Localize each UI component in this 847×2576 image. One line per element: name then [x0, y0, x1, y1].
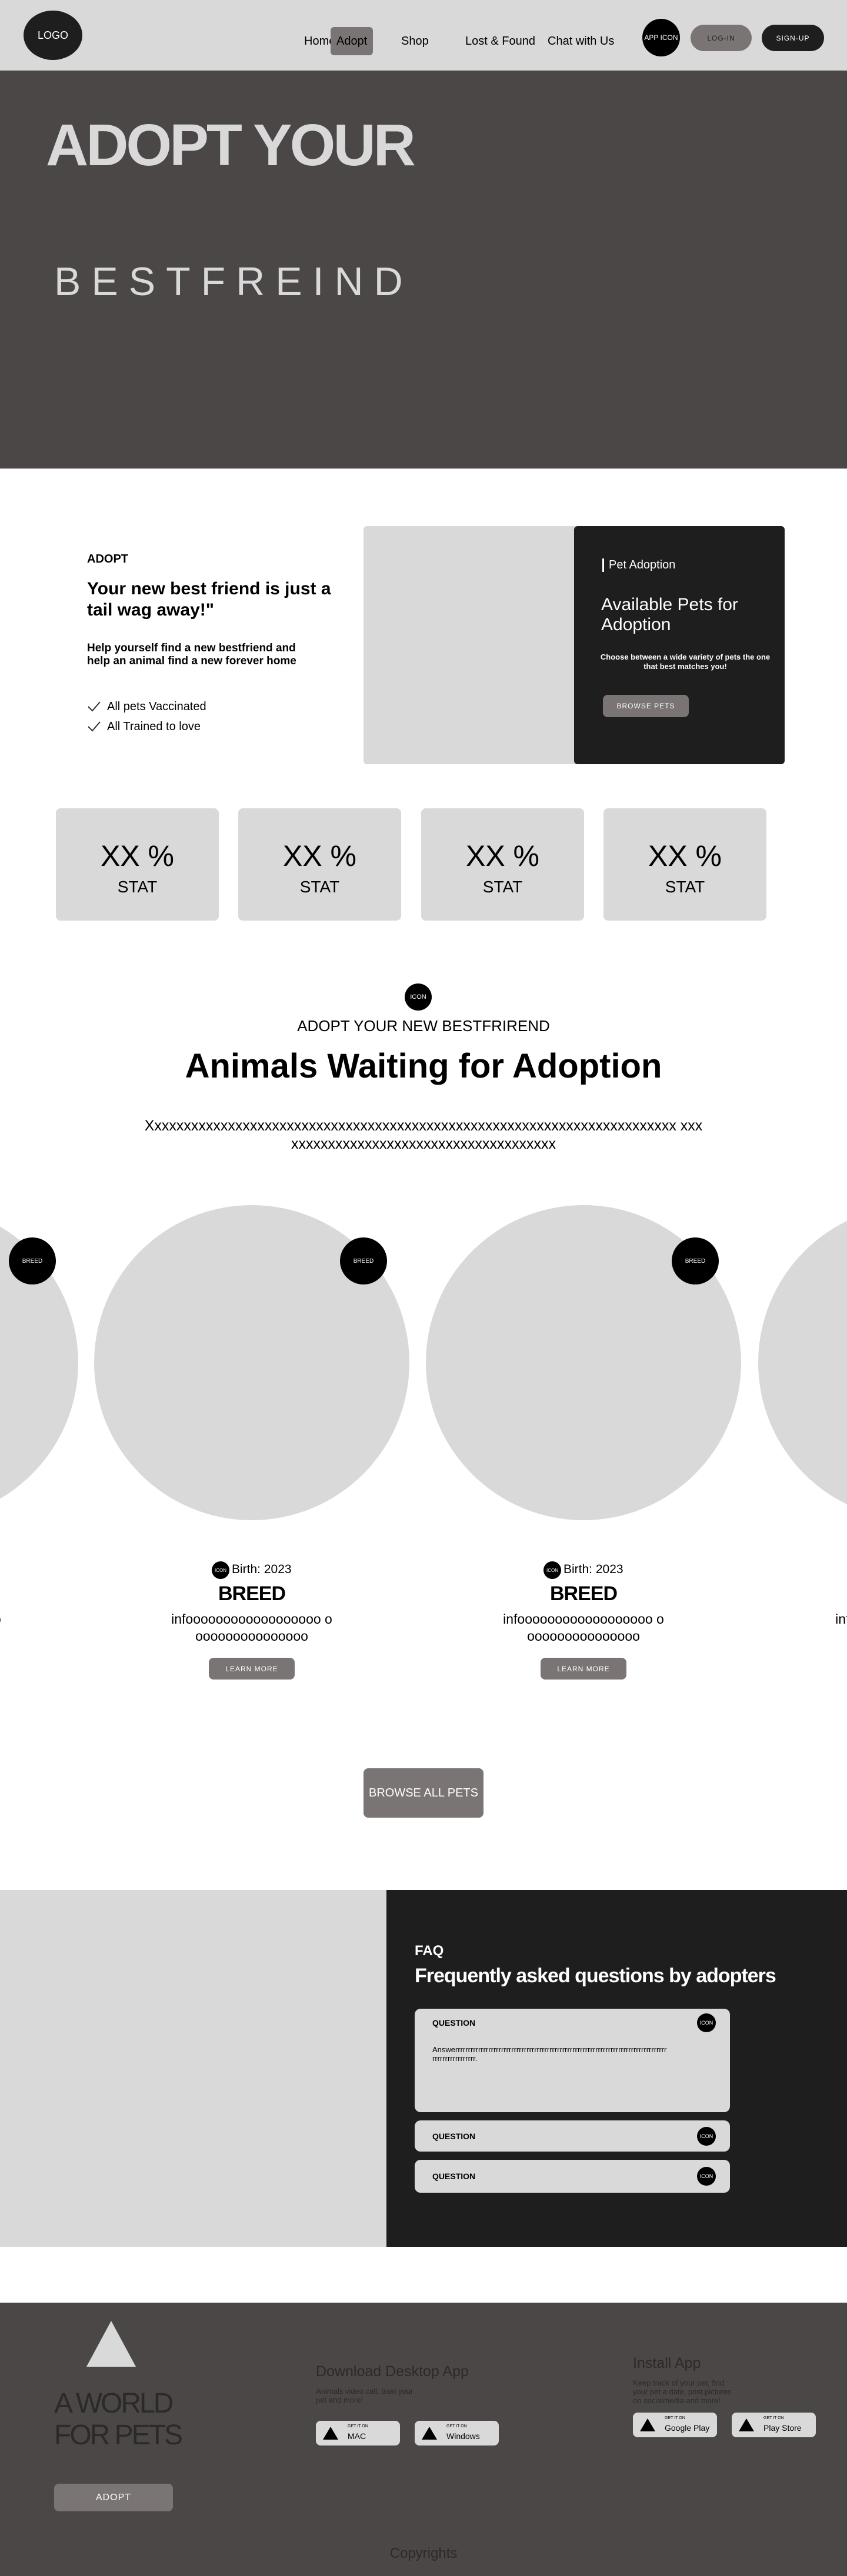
hero-title: ADOPT YOUR	[46, 112, 416, 178]
stat-label: STAT	[665, 878, 705, 896]
nav-link[interactable]: Adopt	[331, 27, 374, 55]
nav-link[interactable]: Lost & Found	[465, 35, 535, 48]
footer-logo	[86, 2321, 136, 2367]
faq-answer: Answerrrrrrrrrrrrrrrrrrrrrrrrrrrrrrrrrrr…	[432, 2045, 667, 2063]
section-icon: ICON	[405, 983, 432, 1011]
store-name: MAC	[348, 2431, 366, 2441]
store-icon	[323, 2427, 338, 2440]
about-text: Help yourself find a new bestfriend and …	[87, 642, 296, 667]
stat-value: XX %	[282, 839, 357, 872]
store-button[interactable]: GET IT ON Google Play	[633, 2413, 717, 2437]
browse-all-button[interactable]: BROWSE ALL PETS	[364, 1768, 483, 1818]
breed-badge: BREED	[672, 1237, 719, 1284]
about-heading: Your new best friend is just a tail wag …	[87, 579, 331, 620]
adoption-card	[574, 526, 785, 764]
stat-value: XX %	[648, 839, 722, 872]
store-button[interactable]: GET IT ON Windows	[415, 2421, 499, 2445]
nav-link[interactable]: Chat with Us	[548, 35, 615, 48]
stat-value: XX %	[100, 839, 175, 872]
app-text: Keep track of your pet, find your pet a …	[633, 2378, 732, 2405]
store-icon	[422, 2427, 437, 2440]
breed-badge: BREED	[340, 1237, 387, 1284]
stat-card: XX % STAT	[421, 808, 584, 921]
login-button[interactable]: LOG-IN	[691, 25, 752, 51]
faq-item[interactable]: QUESTION ICON Answerrrrrrrrrrrrrrrrrrrrrrr…	[415, 2009, 730, 2112]
hero-subtitle: BESTFREIND	[54, 259, 414, 304]
store-small: GET IT ON	[763, 2416, 784, 2420]
check-item: All pets Vaccinated	[107, 700, 206, 713]
faq-question: QUESTION	[432, 2018, 476, 2028]
signup-button[interactable]: SIGN-UP	[762, 25, 824, 51]
browse-pets-button[interactable]: BROWSE PETS	[603, 695, 689, 717]
check-icon	[88, 721, 101, 732]
store-small: GET IT ON	[348, 2424, 368, 2428]
pet-birth: Birth: 2023	[563, 1563, 623, 1576]
faq-item[interactable]: QUESTION ICON	[415, 2160, 730, 2193]
stat-label: STAT	[482, 878, 523, 896]
faq-eyebrow: FAQ	[415, 1943, 444, 1959]
section-title: Animals Waiting for Adoption	[185, 1047, 662, 1085]
learn-more-button[interactable]: LEARN MORE	[209, 1658, 295, 1680]
store-name: Google Play	[665, 2423, 710, 2433]
store-small: GET IT ON	[665, 2416, 685, 2420]
copyright: Copyrights	[389, 2545, 458, 2561]
pet-breed: BREED	[798, 1583, 847, 1605]
store-name: Windows	[446, 2431, 480, 2441]
pet-info: infoooooooooooooooooo oooooooooooooooo	[835, 1611, 847, 1627]
pet-breed: BREED	[549, 1583, 618, 1605]
learn-more-button[interactable]: LEARN MORE	[541, 1658, 626, 1680]
check-icon	[88, 701, 101, 712]
app-title: Download Desktop App	[316, 2363, 469, 2380]
store-icon	[739, 2418, 754, 2431]
stat-label: STAT	[299, 878, 340, 896]
section-eyebrow: ADOPT YOUR NEW BESTFRIREND	[297, 1017, 550, 1035]
faq-icon: ICON	[697, 2167, 716, 2186]
navbar: LOGO APP ICON LOG-IN SIGN-UP	[0, 0, 847, 71]
pet-breed: BREED	[218, 1583, 286, 1605]
store-button[interactable]: GET IT ON MAC	[316, 2421, 400, 2445]
pet-icon: ICON	[543, 1561, 561, 1579]
faq-icon: ICON	[697, 2126, 716, 2146]
faq-icon: ICON	[697, 2013, 716, 2032]
hero	[0, 71, 847, 469]
pet-info: infoooooooooooooooooo oooooooooooooooo	[0, 1611, 3, 1645]
store-name: Play Store	[763, 2423, 802, 2433]
pet-breed: BREED	[0, 1583, 38, 1605]
pet-info: infoooooooooooooooooo oooooooooooooooo	[171, 1611, 332, 1644]
card-title: Available Pets for Adoption	[601, 595, 738, 634]
faq-question: QUESTION	[432, 2172, 476, 2181]
app-title: Install App	[633, 2355, 701, 2371]
stat-value: XX %	[465, 839, 540, 872]
card-text: Choose between a wide variety of pets th…	[600, 653, 771, 671]
pet-info: infoooooooooooooooooo oooooooooooooooo	[503, 1611, 664, 1644]
stat-card: XX % STAT	[603, 808, 766, 921]
check-item: All Trained to love	[107, 720, 201, 733]
nav-link[interactable]: Home	[304, 35, 336, 48]
eyebrow: ADOPT	[87, 553, 128, 566]
footer-adopt-button[interactable]: ADOPT	[54, 2484, 173, 2511]
store-small: GET IT ON	[446, 2424, 467, 2428]
stat-label: STAT	[117, 878, 158, 896]
nav-link[interactable]: Shop	[401, 35, 429, 48]
faq-item[interactable]: QUESTION ICON	[415, 2120, 730, 2152]
faq-question: QUESTION	[432, 2131, 476, 2141]
stat-card: XX % STAT	[56, 808, 219, 921]
section-text: Xxxxxxxxxxxxxxxxxxxxxxxxxxxxxxxxxxxxxxxx…	[144, 1118, 703, 1152]
store-icon	[640, 2418, 655, 2431]
breed-badge: BREED	[9, 1237, 56, 1284]
card-label: Pet Adoption	[602, 558, 675, 572]
stat-card: XX % STAT	[238, 808, 401, 921]
pet-image[interactable]	[758, 1205, 847, 1520]
pet-icon: ICON	[212, 1561, 229, 1579]
pet-birth: Birth: 2023	[232, 1563, 292, 1576]
faq-image	[0, 1890, 386, 2247]
faq-title: Frequently asked questions by adopters	[415, 1965, 776, 1987]
footer-brand: A WORLD FOR PETS	[54, 2388, 183, 2451]
store-button[interactable]: GET IT ON Play Store	[732, 2413, 816, 2437]
logo[interactable]: LOGO	[24, 11, 82, 60]
app-text: Animals video call, train your pet and m…	[316, 2387, 414, 2404]
app-icon[interactable]: APP ICON	[642, 19, 680, 56]
